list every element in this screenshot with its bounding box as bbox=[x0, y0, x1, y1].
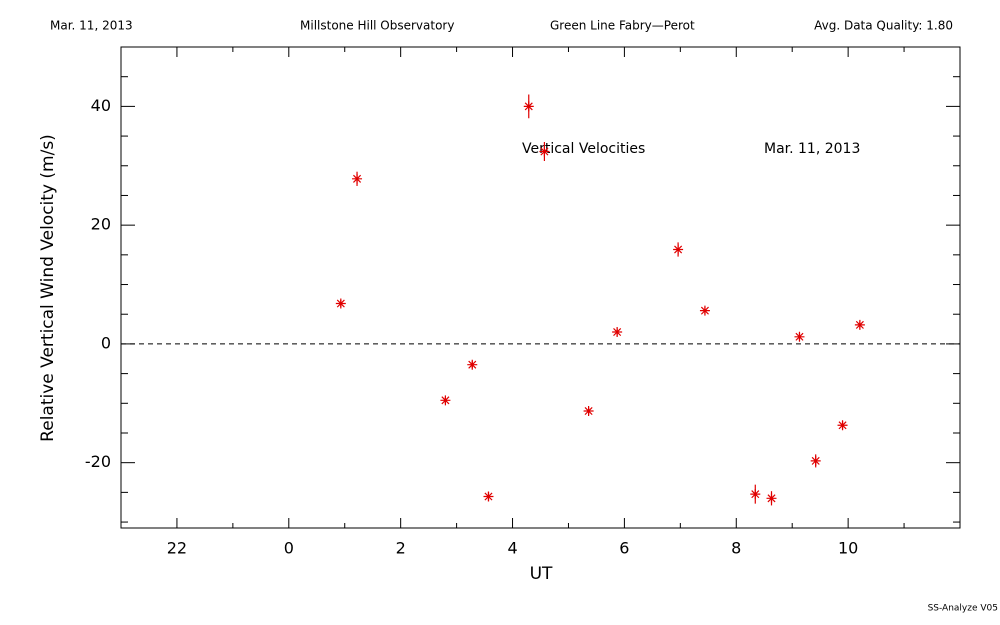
annotation: Vertical Velocities bbox=[522, 141, 645, 157]
x-tick-label: 10 bbox=[838, 539, 858, 558]
point bbox=[612, 327, 623, 338]
x-tick-label: 2 bbox=[396, 539, 406, 558]
x-tick-label: 6 bbox=[619, 539, 629, 558]
point bbox=[673, 244, 684, 255]
point bbox=[699, 305, 710, 316]
x-tick-label: 4 bbox=[507, 539, 517, 558]
point bbox=[539, 146, 550, 157]
x-tick-label: 8 bbox=[731, 539, 741, 558]
y-tick-label: 0 bbox=[101, 333, 111, 352]
point bbox=[837, 420, 848, 431]
header-quality: Avg. Data Quality: 1.80 bbox=[814, 19, 953, 33]
x-tick-label: 0 bbox=[284, 539, 294, 558]
y-tick-label: -20 bbox=[85, 452, 111, 471]
x-axis-label: UT bbox=[530, 564, 553, 584]
y-axis-label: Relative Vertical Wind Velocity (m/s) bbox=[38, 134, 58, 442]
y-tick-label: 20 bbox=[91, 215, 111, 234]
point bbox=[523, 101, 534, 112]
header-instrument: Green Line Fabry—Perot bbox=[550, 19, 695, 33]
header-site: Millstone Hill Observatory bbox=[300, 19, 454, 33]
footer: SS-Analyze V05 bbox=[928, 604, 998, 614]
point bbox=[467, 359, 478, 370]
point bbox=[810, 455, 821, 466]
point bbox=[483, 491, 494, 502]
y-tick-label: 40 bbox=[91, 96, 111, 115]
point bbox=[750, 489, 761, 500]
plot-frame bbox=[120, 46, 961, 529]
point bbox=[854, 319, 865, 330]
point bbox=[352, 173, 363, 184]
point bbox=[440, 395, 451, 406]
point bbox=[794, 331, 805, 342]
point bbox=[766, 493, 777, 504]
point bbox=[583, 406, 594, 417]
header-date: Mar. 11, 2013 bbox=[50, 19, 133, 33]
annotation: Mar. 11, 2013 bbox=[764, 141, 860, 157]
x-tick-label: 22 bbox=[167, 539, 187, 558]
point bbox=[335, 298, 346, 309]
